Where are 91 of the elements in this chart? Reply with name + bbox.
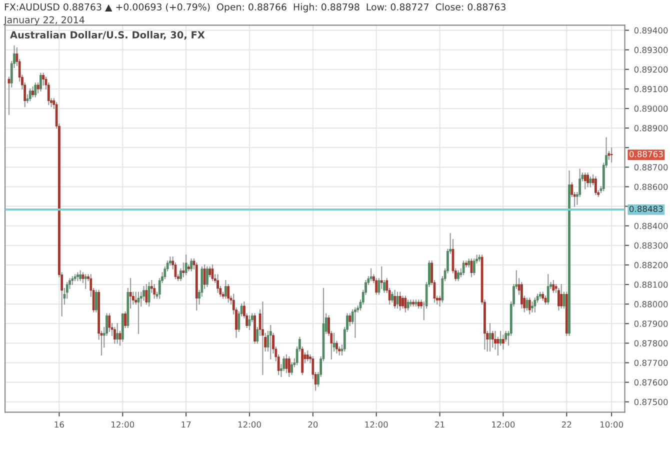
y-tick-label: 0.89200 <box>634 66 668 73</box>
candlestick <box>262 302 264 376</box>
candlestick <box>552 280 555 293</box>
candlestick <box>539 292 542 299</box>
candlestick <box>502 334 504 350</box>
y-tick-label: 0.88900 <box>634 125 668 132</box>
y-tick-label: 0.88000 <box>634 301 668 308</box>
candlestick <box>227 284 230 303</box>
text: 0.88763 <box>629 150 663 158</box>
x-tick-label: 12:00 <box>112 421 134 428</box>
candlestick <box>398 292 402 310</box>
y-tick-label: 0.88400 <box>634 222 668 230</box>
candlestick <box>269 325 272 360</box>
y-tick-label: 0.88100 <box>634 281 668 288</box>
y-tick-label: 0.89000 <box>634 105 668 112</box>
x-tick-label: 12:00 <box>492 421 515 428</box>
candlestick <box>108 313 111 332</box>
candlestick <box>560 284 563 309</box>
candlestick <box>288 356 290 377</box>
annotation: Australian Dollar/U.S. Dollar, 30, FX <box>10 30 205 40</box>
y-tick-label: 0.88200 <box>634 262 668 268</box>
candlestick <box>145 284 148 305</box>
y-tick-label: 0.87500 <box>634 398 668 406</box>
candlestick <box>76 272 79 282</box>
candlestick <box>306 350 309 362</box>
candlestick <box>531 302 534 312</box>
candlestick <box>79 270 82 282</box>
candlestick <box>520 282 523 309</box>
y-tick-label: 0.89400 <box>634 27 668 34</box>
candlestick <box>534 298 536 312</box>
candlestick <box>148 282 150 307</box>
y-tick-label: 0.87900 <box>634 320 668 327</box>
candlestick <box>190 258 193 272</box>
candlestick <box>410 300 412 307</box>
candlestick <box>462 260 465 276</box>
chart-title: FX:AUDUSD 0.88763 ▲ +0.00693 (+0.79%) Open: 0.88766 High: 0.88798 Low: 0.88727 Close: 0.88763 <box>4 3 506 12</box>
y-tick-label: 0.88700 <box>634 164 668 170</box>
candlestick <box>396 292 399 309</box>
x-tick-label: 22 <box>562 421 572 428</box>
candlestick <box>402 296 404 309</box>
candlestick <box>248 315 251 330</box>
candlestick <box>137 292 140 334</box>
candlestick <box>114 326 116 344</box>
x-tick-label: 12:00 <box>238 421 261 428</box>
candlestick <box>594 176 597 196</box>
candlestick <box>394 290 396 309</box>
x-tick-label: 17 <box>182 421 191 428</box>
candlestick <box>211 264 214 282</box>
candlestick <box>472 258 476 276</box>
candlestick <box>84 274 87 289</box>
candlestick <box>116 323 119 344</box>
candlestick <box>470 258 473 278</box>
candlestick <box>32 86 34 98</box>
candlestick <box>586 172 589 188</box>
y-tick-label: 0.89100 <box>634 86 668 92</box>
candlestick <box>404 296 407 312</box>
x-tick-label: 12:00 <box>365 421 388 428</box>
candlestick <box>526 298 528 310</box>
y-tick-label: 0.87600 <box>634 379 668 386</box>
candlestick <box>370 268 372 282</box>
candlestick <box>584 172 586 190</box>
candlestick <box>28 88 32 102</box>
y-tick-label: 0.88300 <box>634 242 668 249</box>
y-tick-label: 0.87800 <box>634 340 668 346</box>
y-tick-label: 0.88600 <box>634 184 668 190</box>
candlestick <box>558 288 560 310</box>
candlestick <box>546 274 550 305</box>
chart-subtitle: January 22, 2014 <box>4 16 84 26</box>
candlestick <box>457 270 460 282</box>
x-tick-label: 20 <box>308 421 318 428</box>
ref-line-label: 0.88483 <box>629 206 663 212</box>
candlestick <box>34 82 37 98</box>
candlestick <box>184 254 188 276</box>
candlestick <box>610 147 613 162</box>
candlestick <box>153 284 156 299</box>
candlestick <box>224 280 227 299</box>
candlestick <box>40 72 42 92</box>
candlestick <box>589 176 592 188</box>
candlestick <box>216 274 219 293</box>
y-tick-label: 0.87700 <box>634 360 668 366</box>
candlestick <box>528 298 531 314</box>
candlestick <box>206 266 208 288</box>
candlestick <box>488 323 492 352</box>
candlestick <box>406 300 410 310</box>
candlestick <box>354 307 356 338</box>
candlestick <box>375 278 378 295</box>
y-tick-label: 0.89300 <box>634 46 668 54</box>
x-tick-label: 10:00 <box>600 421 624 428</box>
x-tick-label: 16 <box>54 421 64 428</box>
x-tick-label: 21 <box>435 421 444 428</box>
candlestick <box>285 354 288 374</box>
